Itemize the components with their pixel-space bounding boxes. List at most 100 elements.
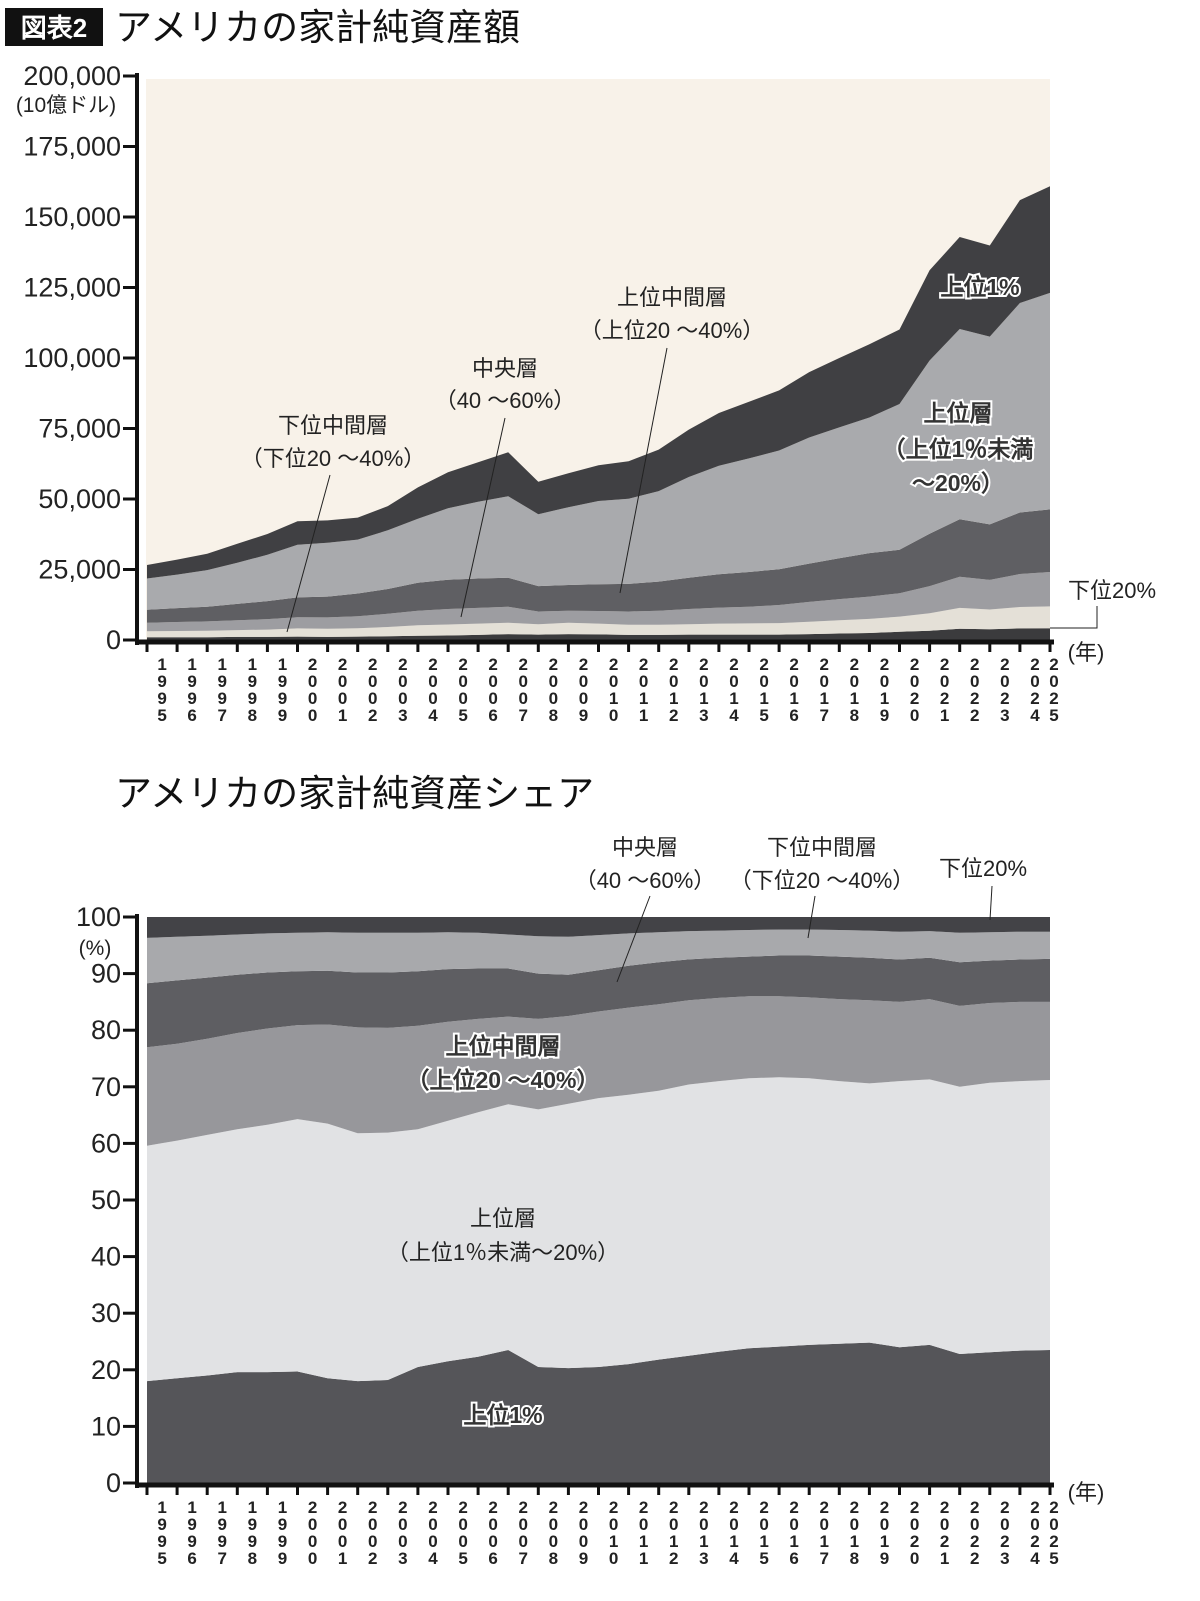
- area-series-5: [147, 186, 1050, 579]
- annotation-top-1: 上位1%: [461, 1400, 544, 1430]
- leader-line: [989, 885, 993, 921]
- x-axis-unit: (年): [1068, 640, 1105, 665]
- annotation-line: 上位1%: [463, 1402, 542, 1428]
- figure-header: 図表2 アメリカの家計純資産額: [5, 7, 520, 48]
- area-series-4: [147, 292, 1050, 610]
- area-series-0: [147, 1342, 1050, 1483]
- area-series-2: [147, 572, 1050, 632]
- y-axis-unit: (10億ドル): [16, 94, 116, 117]
- y-axis-unit: (%): [79, 937, 112, 960]
- area-layers: [147, 186, 1050, 640]
- y-tick-label: 0: [106, 625, 121, 655]
- annotation-line: （上位1％未満: [883, 436, 1034, 462]
- annotation-line: （下位20 ～40%）: [730, 868, 915, 893]
- leader-line: [807, 895, 816, 939]
- figure-badge: 図表2: [21, 13, 87, 43]
- y-tick-label: 50,000: [38, 484, 121, 514]
- annotation-line: （下位20 ～40%）: [241, 446, 426, 471]
- annotation-upper-middle: 上位中間層 （上位20 ～40%）: [580, 285, 765, 594]
- annotation-line: （上位20 ～40%）: [406, 1067, 599, 1093]
- figure-badge-box: [5, 8, 103, 46]
- leader-line: [286, 474, 331, 633]
- y-tick-label: 100,000: [23, 343, 121, 373]
- annotation-bottom-20: 下位20%: [939, 856, 1027, 921]
- x-axis-unit: (年): [1068, 1480, 1105, 1505]
- y-tick-label: 100: [76, 902, 121, 932]
- annotation-line: 下位20%: [1068, 578, 1156, 603]
- annotation-line: （上位20 ～40%）: [580, 318, 765, 343]
- area-series-1: [147, 606, 1050, 638]
- annotation-line: 上位中間層: [617, 285, 727, 310]
- leader-line: [1050, 606, 1098, 629]
- y-tick-label: 30: [91, 1298, 121, 1328]
- leader-line: [619, 347, 668, 594]
- y-tick-label: 40: [91, 1242, 121, 1272]
- area-series-3: [147, 955, 1050, 1048]
- annotation-line: ～20%）: [912, 470, 1004, 496]
- annotation-line: 下位中間層: [767, 835, 877, 860]
- annotation-line: 下位中間層: [278, 413, 388, 438]
- y-tick-label: 60: [91, 1128, 121, 1158]
- y-tick-label: 200,000: [23, 61, 121, 91]
- chart-net-worth-amount: 200,000 175,000 150,000 125,000 100,000 75,00…: [16, 61, 1156, 725]
- annotation-line: 上位層: [924, 400, 993, 426]
- axes: 200,000 175,000 150,000 125,000 100,000 75,00…: [23, 61, 1058, 725]
- annotation-line: 上位層: [470, 1206, 536, 1231]
- area-series-3: [147, 509, 1050, 623]
- y-tick-label: 175,000: [23, 132, 121, 162]
- chart-1-title: アメリカの家計純資産額: [115, 7, 520, 48]
- y-tick-label: 20: [91, 1355, 121, 1385]
- annotation-lower-middle: 下位中間層 （下位20 ～40%）: [730, 835, 915, 939]
- annotation-line: （40 ～60%）: [575, 868, 716, 893]
- y-tick-label: 75,000: [38, 414, 121, 444]
- annotation-line: 下位20%: [939, 856, 1027, 881]
- chart-2-title: アメリカの家計純資産シェア: [115, 773, 594, 814]
- annotation-line: （上位1％未満～20%）: [387, 1240, 619, 1265]
- annotation-middle: 中央層 （40 ～60%）: [575, 835, 716, 983]
- y-tick-label: 25,000: [38, 555, 121, 585]
